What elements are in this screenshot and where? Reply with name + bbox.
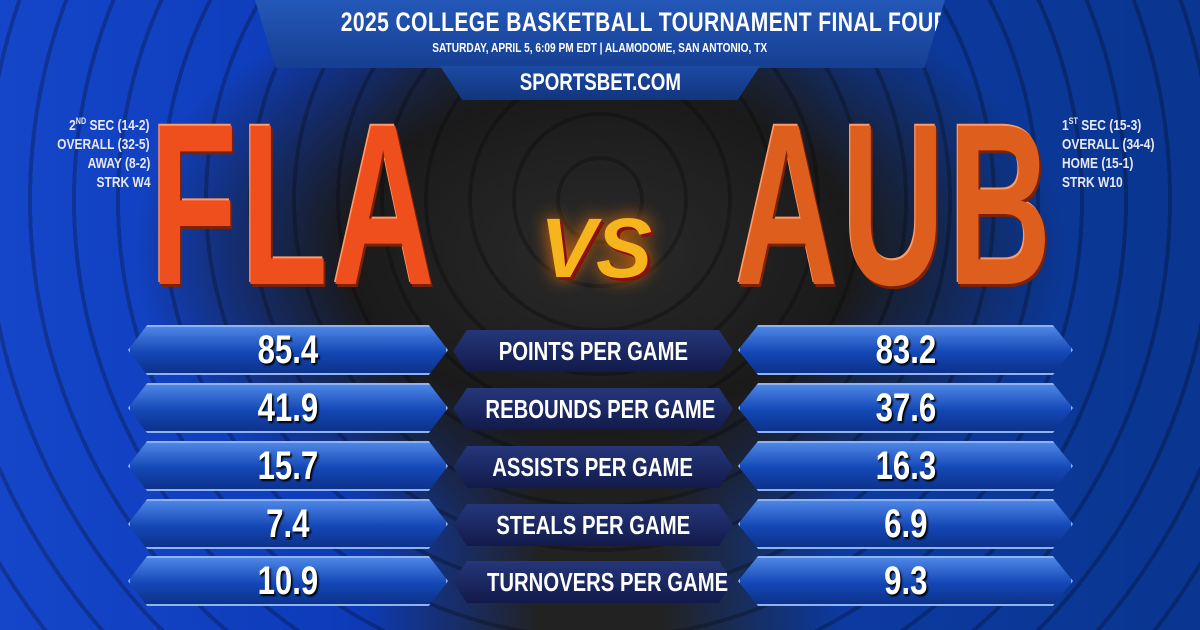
record-line: STRK W4 xyxy=(10,173,150,192)
stat-label: ASSISTS PER GAME xyxy=(453,446,733,488)
record-text: AWAY (8-2) xyxy=(87,155,150,172)
subtitle-text: SATURDAY, APRIL 5, 6:09 PM EDT | ALAMODO… xyxy=(432,40,768,55)
record-text: SEC (14-2) xyxy=(86,117,150,134)
record-line: STRK W10 xyxy=(1062,173,1192,192)
aub-stat-value: 83.2 xyxy=(738,325,1073,375)
record-suffix: ST xyxy=(1068,116,1078,126)
fla-stat-value: 41.9 xyxy=(128,383,448,433)
record-text: STRK W10 xyxy=(1062,174,1123,191)
record-text: OVERALL (32-5) xyxy=(57,136,150,153)
stat-label-text: ASSISTS PER GAME xyxy=(492,452,694,482)
record-line: OVERALL (34-4) xyxy=(1062,135,1192,154)
record-rank: 1 xyxy=(1062,117,1069,134)
stat-value: 15.7 xyxy=(257,444,319,488)
fla-records: 2ND SEC (14-2) OVERALL (32-5) AWAY (8-2)… xyxy=(10,112,150,192)
page-title: 2025 COLLEGE BASKETBALL TOURNAMENT FINAL… xyxy=(255,7,945,38)
fla-stat-value: 85.4 xyxy=(128,325,448,375)
record-text: SEC (15-3) xyxy=(1077,117,1142,134)
record-line: HOME (15-1) xyxy=(1062,154,1192,173)
stat-label: POINTS PER GAME xyxy=(453,330,733,372)
event-subtitle: SATURDAY, APRIL 5, 6:09 PM EDT | ALAMODO… xyxy=(255,40,945,55)
stat-value: 9.3 xyxy=(883,559,928,603)
stat-label-text: STEALS PER GAME xyxy=(496,510,690,540)
site-name: SPORTSBET.COM xyxy=(519,69,681,96)
team-fla-logo: FLA xyxy=(150,76,615,333)
stat-label: REBOUNDS PER GAME xyxy=(453,388,733,430)
record-line: AWAY (8-2) xyxy=(10,154,150,173)
aub-stat-value: 16.3 xyxy=(738,441,1073,491)
stat-label: TURNOVERS PER GAME xyxy=(453,561,733,603)
aub-stat-value: 9.3 xyxy=(738,556,1073,606)
aub-stat-value: 6.9 xyxy=(738,499,1073,549)
record-suffix: ND xyxy=(76,116,87,126)
record-text: OVERALL (34-4) xyxy=(1062,136,1155,153)
vs-icon: VS xyxy=(540,201,653,295)
record-text: STRK W4 xyxy=(96,174,150,191)
site-banner: SPORTSBET.COM xyxy=(440,66,760,100)
aub-stat-value: 37.6 xyxy=(738,383,1073,433)
team-aub-logo: AUB xyxy=(735,76,1200,333)
stat-label-text: TURNOVERS PER GAME xyxy=(487,567,729,597)
stat-row: 10.9 TURNOVERS PER GAME 9.3 xyxy=(128,556,1073,606)
stat-value: 10.9 xyxy=(257,559,319,603)
stat-label-text: POINTS PER GAME xyxy=(498,336,688,366)
fla-stat-value: 10.9 xyxy=(128,556,448,606)
stat-row: 41.9 REBOUNDS PER GAME 37.6 xyxy=(128,383,1073,433)
header-banner: 2025 COLLEGE BASKETBALL TOURNAMENT FINAL… xyxy=(255,0,945,68)
aub-records: 1ST SEC (15-3) OVERALL (34-4) HOME (15-1… xyxy=(1062,112,1192,192)
stat-row: 7.4 STEALS PER GAME 6.9 xyxy=(128,499,1073,549)
record-line: 2ND SEC (14-2) xyxy=(10,112,150,135)
team-abbr: AUB xyxy=(735,76,1056,333)
stat-row: 15.7 ASSISTS PER GAME 16.3 xyxy=(128,441,1073,491)
stat-row: 85.4 POINTS PER GAME 83.2 xyxy=(128,325,1073,375)
stat-label-text: REBOUNDS PER GAME xyxy=(485,394,716,424)
stat-value: 83.2 xyxy=(875,328,936,372)
title-text: 2025 COLLEGE BASKETBALL TOURNAMENT FINAL… xyxy=(340,7,950,37)
stat-value: 7.4 xyxy=(266,502,310,546)
record-rank: 2 xyxy=(69,117,77,134)
stat-value: 41.9 xyxy=(257,386,319,430)
fla-stat-value: 7.4 xyxy=(128,499,448,549)
stat-label: STEALS PER GAME xyxy=(453,504,733,546)
record-line: 1ST SEC (15-3) xyxy=(1062,112,1192,135)
fla-stat-value: 15.7 xyxy=(128,441,448,491)
team-abbr: FLA xyxy=(150,76,439,333)
record-text: HOME (15-1) xyxy=(1062,155,1134,172)
stat-value: 37.6 xyxy=(875,386,936,430)
record-line: OVERALL (32-5) xyxy=(10,135,150,154)
stat-value: 6.9 xyxy=(883,502,928,546)
stat-value: 85.4 xyxy=(257,328,319,372)
stat-value: 16.3 xyxy=(875,444,936,488)
